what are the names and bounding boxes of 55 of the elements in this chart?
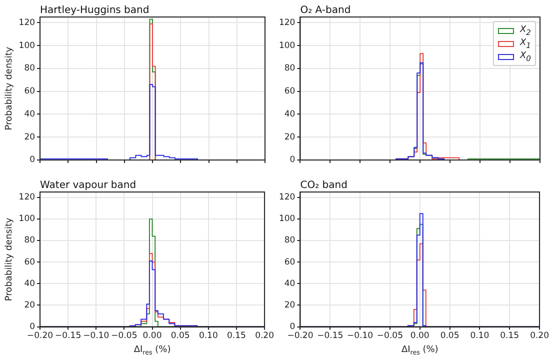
legend-label: X$_{0}$	[520, 50, 531, 62]
y-tick-label: 60	[24, 257, 36, 268]
y-tick-label: 20	[24, 300, 36, 310]
chart-title: O₂ A-band	[300, 5, 351, 16]
x-tick-label: 0.15	[227, 331, 246, 342]
y-tick-label: 80	[24, 236, 36, 246]
chart-title: CO₂ band	[300, 180, 348, 191]
y-tick-label: 60	[284, 257, 296, 268]
y-tick-label: 0	[30, 155, 36, 166]
x-tick-label: −0.15	[317, 331, 344, 342]
y-tick-label: 80	[284, 236, 296, 246]
x-tick-label: −0.05	[111, 331, 138, 342]
y-tick-label: 80	[284, 64, 296, 74]
y-tick-label: 0	[30, 322, 36, 332]
y-tick-label: 120	[18, 18, 36, 28]
x-tick-label: −0.15	[55, 331, 82, 342]
y-tick-label: 80	[24, 64, 36, 74]
y-tick-label: 100	[278, 40, 296, 51]
x-tick-label: −0.20	[26, 331, 54, 342]
y-axis-title: Probability density	[4, 217, 15, 302]
x-tick-label: 0.05	[170, 331, 190, 342]
chart-title: Water vapour band	[40, 180, 136, 191]
y-tick-label: 0	[290, 322, 296, 332]
y-tick-label: 120	[278, 18, 296, 28]
x-tick-label: −0.10	[347, 331, 374, 342]
y-tick-label: 20	[24, 132, 36, 142]
y-tick-label: 40	[284, 109, 296, 120]
x-tick-label: 0.15	[500, 331, 520, 342]
y-tick-label: 120	[18, 192, 36, 203]
y-tick-label: 60	[24, 86, 36, 97]
x-tick-label: 0.00	[410, 331, 430, 342]
chart-title: Hartley-Huggins band	[40, 5, 150, 16]
y-tick-label: 40	[24, 278, 36, 289]
x-tick-label: 0.10	[198, 331, 218, 342]
y-tick-label: 40	[24, 109, 36, 120]
y-tick-label: 120	[278, 192, 296, 203]
legend-label: X$_{1}$	[520, 38, 531, 50]
y-tick-label: 20	[284, 300, 296, 310]
y-tick-label: 60	[284, 86, 296, 97]
x-tick-label: −0.10	[83, 331, 110, 342]
x-tick-label: −0.20	[287, 331, 314, 342]
x-tick-label: 0.00	[142, 331, 162, 342]
x-tick-label: 0.20	[255, 331, 274, 342]
x-tick-label: 0.20	[530, 331, 550, 342]
legend-label: X$_{2}$	[520, 24, 531, 36]
y-tick-label: 0	[290, 155, 296, 166]
x-tick-label: −0.05	[376, 331, 403, 342]
x-tick-label: 0.05	[440, 331, 460, 342]
y-tick-label: 40	[284, 278, 296, 289]
y-tick-label: 100	[278, 214, 296, 224]
x-tick-label: 0.10	[470, 331, 490, 342]
y-tick-label: 100	[18, 214, 36, 224]
y-tick-label: 100	[18, 40, 36, 51]
y-tick-label: 20	[284, 132, 296, 142]
y-axis-title: Probability density	[4, 46, 15, 130]
